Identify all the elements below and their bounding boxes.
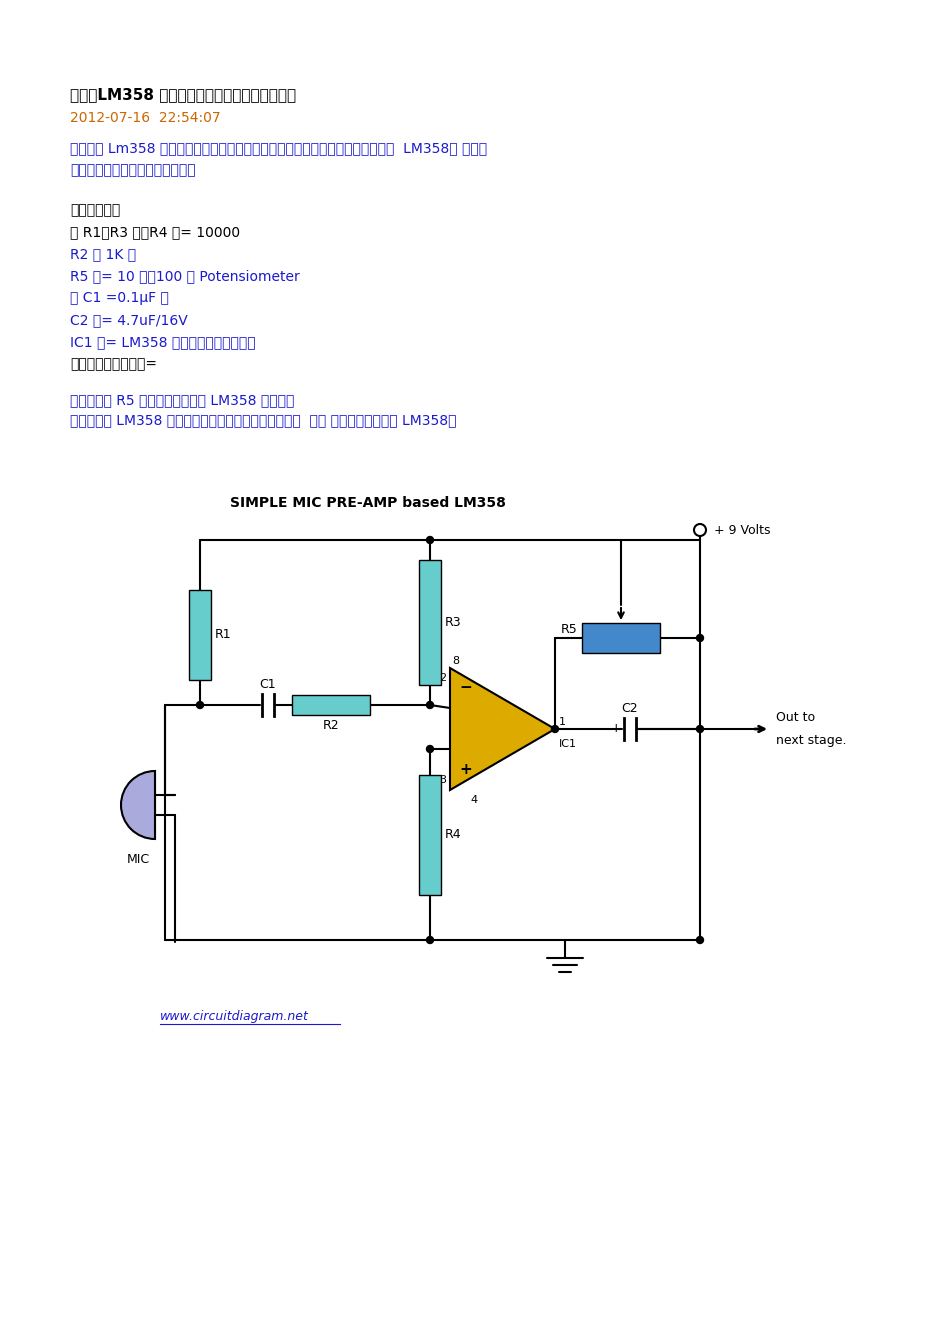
Bar	[292, 695, 370, 715]
Circle shape	[426, 536, 433, 544]
Circle shape	[426, 746, 433, 753]
Bar	[418, 560, 441, 685]
Circle shape	[551, 726, 558, 733]
Text: 具有双重的 LM358 运算放大器模块，您可以建立立体声  音频 前级放大器采用单 LM358。: 具有双重的 LM358 运算放大器模块，您可以建立立体声 音频 前级放大器采用单…	[70, 413, 456, 427]
Text: R2: R2	[322, 719, 339, 731]
Circle shape	[426, 702, 433, 709]
Circle shape	[693, 524, 705, 536]
Text: 这是一个 Lm358 的一个应用电路图，简单的音频麦克风前置放大器电路的单芯片  LM358。 该电路: 这是一个 Lm358 的一个应用电路图，简单的音频麦克风前置放大器电路的单芯片 …	[70, 140, 486, 155]
Text: next stage.: next stage.	[775, 734, 846, 747]
Text: R2 为 1K 的: R2 为 1K 的	[70, 247, 136, 261]
Text: www.circuitdiagram.net: www.circuitdiagram.net	[160, 1009, 309, 1023]
Circle shape	[696, 936, 702, 944]
Text: 非常简单，价格低廉，容易建造。: 非常简单，价格低廉，容易建造。	[70, 163, 195, 176]
Text: R5: R5	[561, 623, 578, 636]
Text: MIC: MIC	[126, 853, 149, 866]
Text: IC1 的= LM358 双运算放大器的单电源: IC1 的= LM358 双运算放大器的单电源	[70, 336, 256, 349]
Text: 驻极体麦克风麦克风=: 驻极体麦克风麦克风=	[70, 357, 157, 370]
Text: 1: 1	[559, 717, 565, 727]
Circle shape	[196, 702, 203, 709]
Bar	[582, 623, 659, 652]
Polygon shape	[449, 668, 554, 790]
Bar	[418, 775, 441, 894]
Circle shape	[696, 635, 702, 642]
Text: R3: R3	[445, 616, 461, 628]
Text: IC1: IC1	[559, 739, 577, 749]
Text: 的 R1，R3 中，R4 的= 10000: 的 R1，R3 中，R4 的= 10000	[70, 225, 240, 239]
Wedge shape	[121, 771, 155, 840]
Text: SIMPLE MIC PRE-AMP based LM358: SIMPLE MIC PRE-AMP based LM358	[229, 496, 505, 509]
Text: 标题：LM358 的电路图组成的麦克风电路原理图: 标题：LM358 的电路图组成的麦克风电路原理图	[70, 87, 295, 103]
Text: C2: C2	[621, 702, 637, 715]
Text: 8: 8	[451, 656, 459, 666]
Text: +: +	[459, 762, 472, 778]
Text: C2 的= 4.7uF/16V: C2 的= 4.7uF/16V	[70, 313, 188, 328]
Text: 注释：使用 R5 的调整运算放大器 LM358 的增益。: 注释：使用 R5 的调整运算放大器 LM358 的增益。	[70, 393, 295, 406]
Text: 2: 2	[438, 673, 446, 683]
Text: 零部件清单：: 零部件清单：	[70, 203, 120, 217]
Text: 4: 4	[469, 796, 477, 805]
Bar	[189, 590, 211, 681]
Text: Out to: Out to	[775, 711, 815, 725]
Circle shape	[696, 726, 702, 733]
Text: −: −	[459, 681, 472, 695]
Text: R4: R4	[445, 829, 461, 841]
Circle shape	[426, 936, 433, 944]
Text: R5 的= 10 万，100 万 Potensiometer: R5 的= 10 万，100 万 Potensiometer	[70, 269, 299, 283]
Text: +: +	[610, 722, 620, 735]
Text: C1: C1	[260, 678, 276, 691]
Text: 3: 3	[439, 775, 446, 785]
Text: 2012-07-16  22:54:07: 2012-07-16 22:54:07	[70, 111, 220, 124]
Text: R1: R1	[215, 628, 231, 642]
Text: + 9 Volts: + 9 Volts	[714, 524, 769, 536]
Text: 为 C1 =0.1μF 的: 为 C1 =0.1μF 的	[70, 291, 169, 305]
